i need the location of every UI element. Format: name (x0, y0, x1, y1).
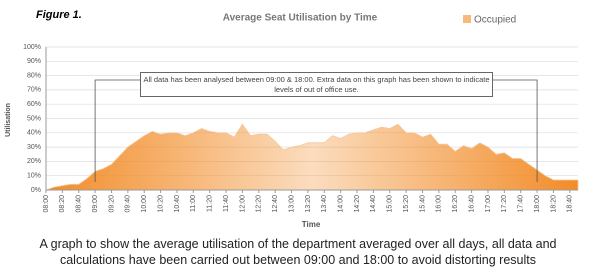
legend-swatch (463, 15, 471, 23)
x-tick-label: 14:40 (370, 195, 377, 213)
x-tick-label: 15:40 (419, 195, 426, 213)
annotation: All data has been analysed between 09:00… (140, 72, 493, 97)
y-axis-label: Utilisation (5, 103, 12, 137)
x-tick-label: 15:20 (403, 195, 410, 213)
y-tick-label: 40% (27, 130, 41, 137)
y-tick-label: 10% (27, 173, 41, 180)
x-tick-label: 14:20 (354, 195, 361, 213)
x-tick-label: 09:40 (125, 195, 132, 213)
y-tick-label: 80% (27, 72, 41, 79)
x-tick-label: 15:00 (387, 195, 394, 213)
y-tick-label: 0% (31, 187, 41, 194)
x-tick-label: 16:00 (436, 195, 443, 213)
caption: A graph to show the average utilisation … (39, 237, 557, 267)
annotation-line (94, 79, 140, 182)
x-tick-label: 14:00 (337, 195, 344, 213)
x-tick-label: 08:00 (43, 195, 50, 213)
x-tick-label: 11:00 (190, 195, 197, 212)
x-tick-label: 18:40 (567, 195, 574, 213)
x-tick-label: 08:20 (59, 195, 66, 213)
x-tick-label: 09:00 (92, 195, 99, 213)
x-tick-label: 11:40 (223, 195, 230, 212)
x-tick-label: 09:20 (108, 195, 115, 213)
x-axis-label: Time (302, 220, 321, 229)
x-tick-label: 17:20 (501, 195, 508, 213)
x-tick-label: 17:00 (485, 195, 492, 213)
x-tick-label: 18:00 (534, 195, 541, 213)
x-tick-label: 08:40 (76, 195, 83, 213)
y-tick-label: 100% (23, 44, 41, 51)
x-tick-label: 13:00 (288, 195, 295, 213)
y-tick-label: 50% (27, 115, 41, 122)
x-tick-label: 13:40 (321, 195, 328, 213)
y-tick-label: 20% (27, 158, 41, 165)
figure-label: Figure 1. (36, 9, 82, 21)
x-tick-label: 12:40 (272, 195, 279, 213)
x-tick-label: 13:20 (305, 195, 312, 213)
area (45, 123, 579, 191)
chart-title: Average Seat Utilisation by Time (223, 13, 378, 24)
y-tick-label: 70% (27, 87, 41, 94)
legend: Occupied (463, 15, 516, 26)
x-tick-label: 17:40 (518, 195, 525, 213)
y-tick-label: 30% (27, 144, 41, 151)
x-tick-label: 12:20 (256, 195, 263, 213)
x-tick-label: 16:20 (452, 195, 459, 213)
y-tick-label: 60% (27, 101, 41, 108)
y-tick-label: 90% (27, 58, 41, 65)
x-tick-label: 11:20 (207, 195, 214, 212)
x-tick-label: 12:00 (239, 195, 246, 213)
x-tick-label: 10:40 (174, 195, 181, 213)
annotation-line (493, 79, 538, 182)
legend-label: Occupied (474, 15, 516, 26)
x-tick-label: 10:20 (157, 195, 164, 213)
x-tick-label: 16:40 (468, 195, 475, 213)
x-tick-label: 18:20 (550, 195, 557, 213)
x-tick-label: 10:00 (141, 195, 148, 213)
